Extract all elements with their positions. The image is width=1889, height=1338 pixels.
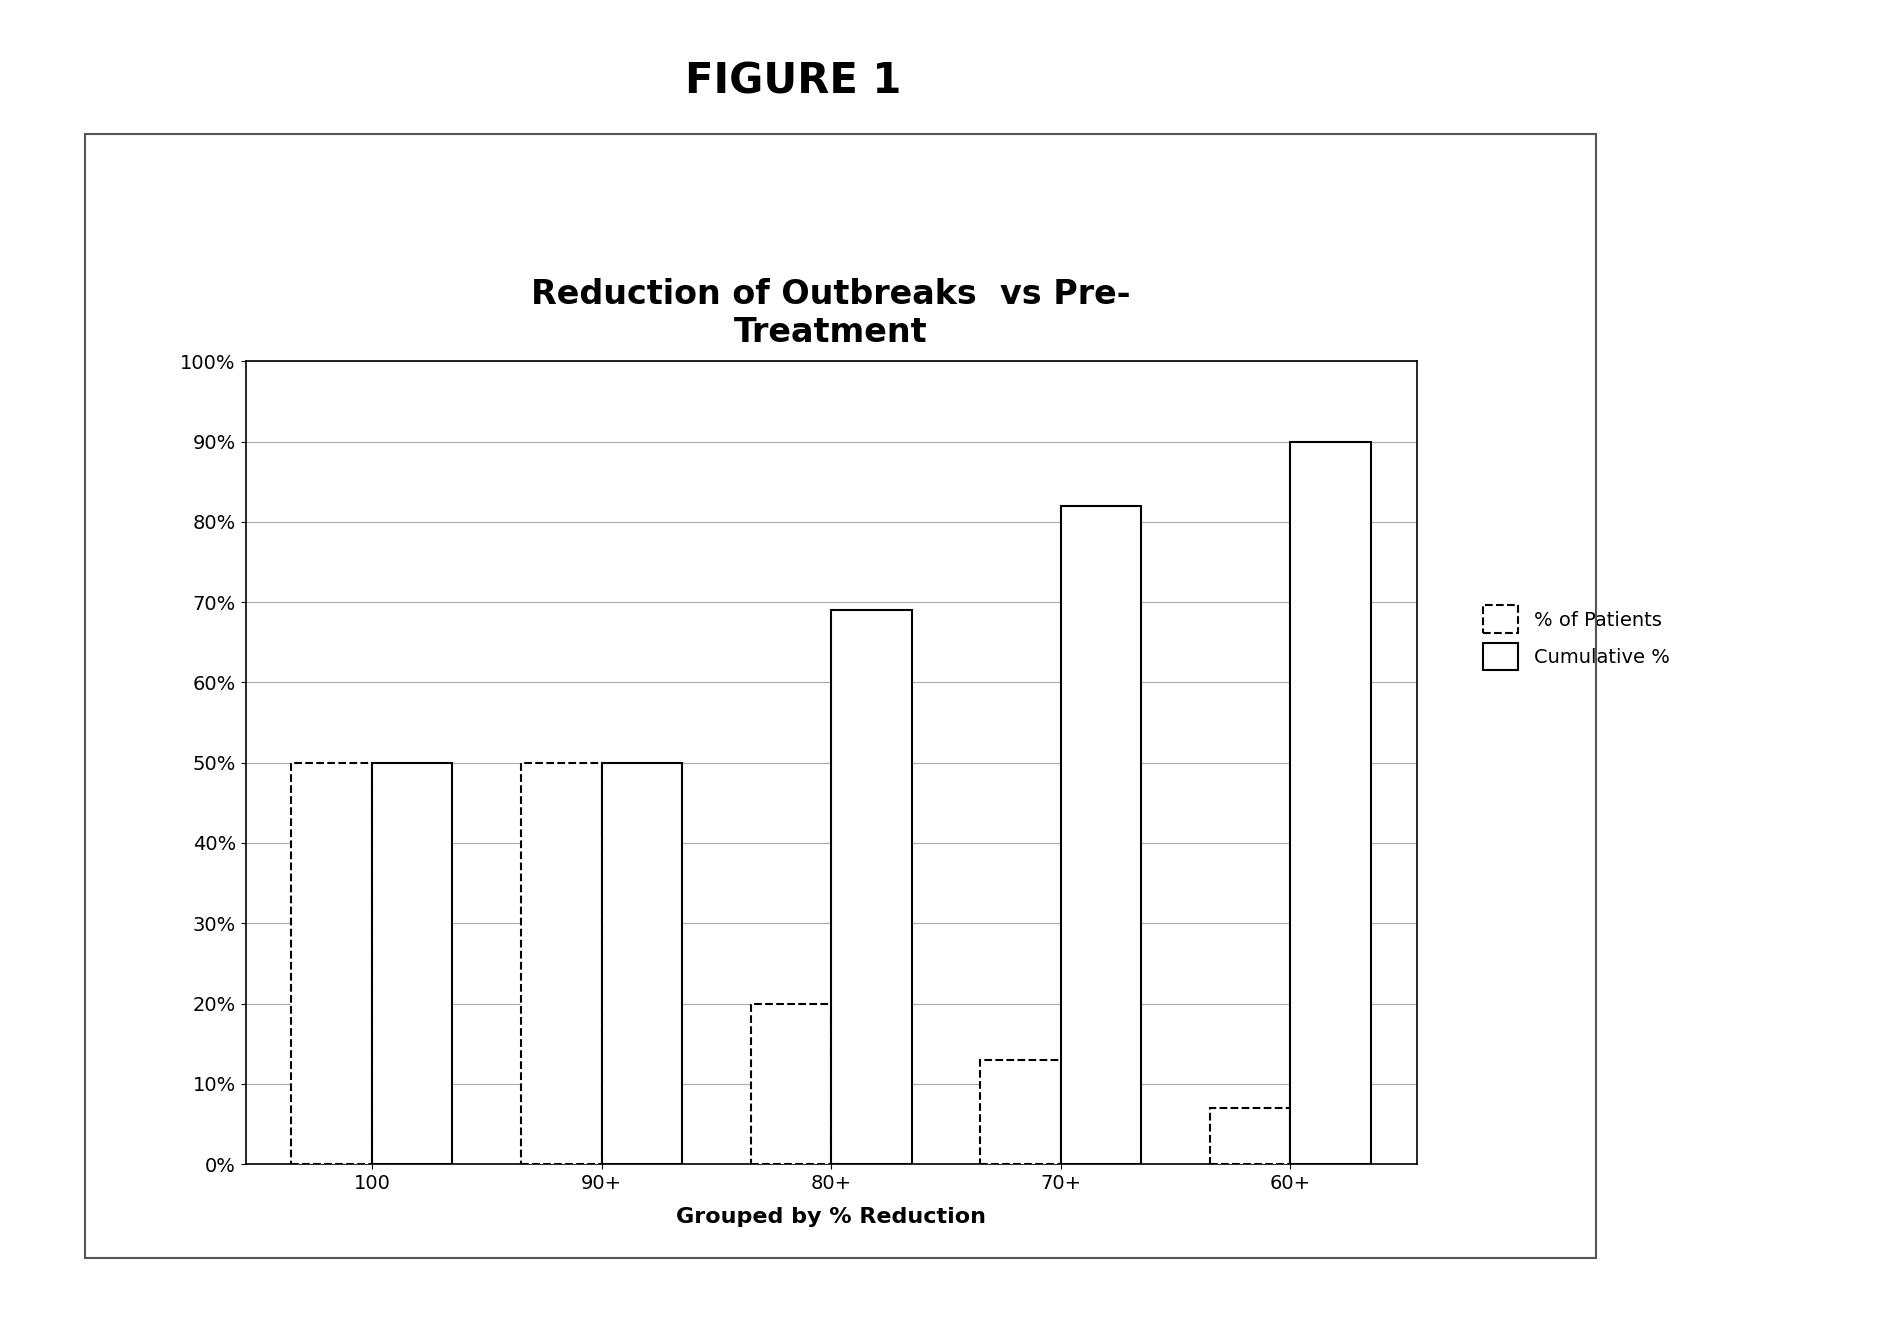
Bar: [521, 763, 601, 1164]
Bar: [291, 763, 372, 1164]
X-axis label: Grouped by % Reduction: Grouped by % Reduction: [676, 1207, 986, 1227]
Bar: [750, 1004, 831, 1164]
Legend: % of Patients, Cumulative %: % of Patients, Cumulative %: [1473, 595, 1679, 680]
Bar: [601, 763, 682, 1164]
Bar: [980, 1060, 1062, 1164]
Text: FIGURE 1: FIGURE 1: [686, 60, 901, 102]
Bar: [1290, 442, 1371, 1164]
Bar: [831, 610, 912, 1164]
Bar: [1211, 1108, 1290, 1164]
Bar: [372, 763, 451, 1164]
Bar: [1062, 506, 1141, 1164]
Title: Reduction of Outbreaks  vs Pre-
Treatment: Reduction of Outbreaks vs Pre- Treatment: [531, 277, 1132, 349]
